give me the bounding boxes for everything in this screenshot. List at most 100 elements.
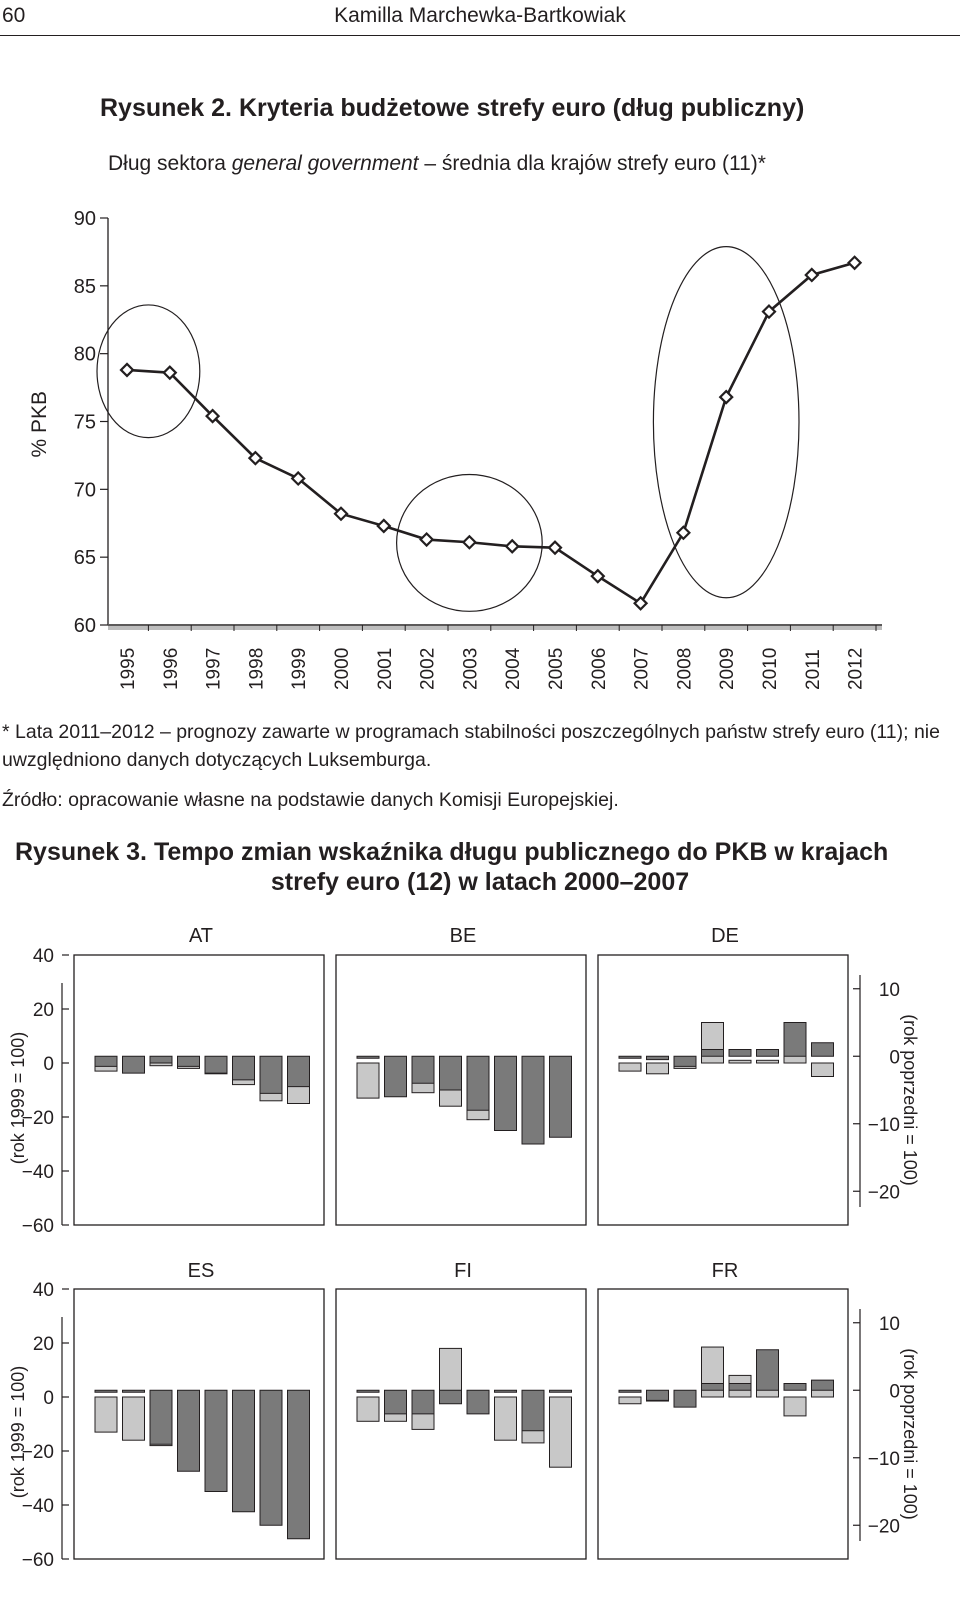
x-tick-label: 1996	[161, 648, 182, 690]
bar-annual	[287, 1389, 310, 1540]
panel-title: BE	[450, 925, 477, 947]
data-point	[590, 568, 606, 584]
x-tick-label: 2006	[589, 648, 610, 690]
bar-annual	[439, 1055, 462, 1091]
bar-cumulative	[618, 1396, 642, 1405]
bar-cumulative	[549, 1396, 572, 1468]
data-point	[205, 408, 221, 424]
figure2-subtitle-em: general government	[231, 152, 419, 175]
bar-annual	[646, 1389, 669, 1401]
bar-annual	[384, 1055, 407, 1098]
right-axis-label: (rok poprzedni = 100)	[900, 1014, 920, 1186]
bar-annual	[232, 1055, 255, 1081]
bar-cumulative	[811, 1062, 834, 1077]
bar-annual	[756, 1349, 779, 1391]
bar-cumulative	[356, 1062, 380, 1099]
y-tick-label: 85	[74, 276, 96, 298]
figure2-subtitle: Dług sektora general government – średni…	[108, 152, 766, 176]
right-axis-tick-label: 0	[889, 1047, 900, 1068]
figure2-source: Źródło: opracowanie własne na podstawie …	[2, 789, 619, 811]
left-axis-label: (rok 1999 = 100)	[8, 1032, 28, 1165]
panel-title: FR	[712, 1260, 739, 1282]
left-axis-tick-label: 40	[33, 946, 54, 967]
bar-annual	[673, 1055, 697, 1067]
data-point	[847, 255, 863, 271]
left-axis-tick-label: −20	[22, 1442, 54, 1463]
bar-annual	[384, 1389, 407, 1415]
data-point	[119, 362, 135, 378]
bar-annual	[494, 1389, 517, 1393]
panel-frame	[73, 1288, 325, 1560]
left-axis-tick-label: 20	[33, 1000, 54, 1021]
bar-annual	[756, 1049, 779, 1057]
right-axis-tick-label: 10	[879, 1314, 900, 1335]
highlight-ellipse	[652, 246, 800, 599]
figure2-subtitle-pre: Dług sektora	[108, 152, 232, 175]
data-point	[718, 389, 734, 405]
bar-annual	[646, 1055, 669, 1061]
x-tick-label: 2003	[460, 648, 481, 690]
highlight-ellipse	[395, 473, 543, 612]
bar-annual	[356, 1055, 380, 1059]
bar-annual	[287, 1055, 310, 1088]
data-point	[247, 450, 263, 466]
series-line	[126, 261, 855, 606]
data-point	[419, 531, 435, 548]
x-tick-label: 2005	[546, 648, 567, 690]
bar-annual	[549, 1389, 572, 1393]
right-axis-tick-label: 10	[879, 980, 900, 1001]
bar-annual	[618, 1389, 642, 1393]
bar-annual	[204, 1389, 228, 1492]
panel-title: DE	[711, 925, 739, 947]
bar-annual	[549, 1055, 572, 1138]
bar-cumulative	[94, 1396, 118, 1433]
bar-annual	[783, 1022, 807, 1057]
data-point	[547, 540, 563, 556]
bar-annual	[204, 1055, 228, 1074]
x-tick-label: 1995	[118, 648, 139, 690]
right-axis-tick-label: −20	[868, 1182, 900, 1203]
header-rule	[0, 35, 960, 36]
bar-annual	[521, 1389, 545, 1432]
panel-frame	[73, 954, 325, 1226]
bar-annual	[356, 1389, 380, 1393]
bar-annual	[701, 1049, 724, 1057]
bar-annual	[122, 1055, 145, 1074]
right-axis-tick-label: 0	[889, 1381, 900, 1402]
y-tick-label: 80	[74, 344, 96, 366]
x-tick-label: 2008	[674, 648, 695, 690]
bar-cumulative	[439, 1347, 462, 1398]
bar-annual	[466, 1055, 490, 1111]
x-tick-label: 2002	[418, 648, 439, 690]
panel-frame	[597, 954, 849, 1226]
bar-cumulative	[122, 1396, 145, 1441]
figure2-title: Rysunek 2. Kryteria budżetowe strefy eur…	[100, 94, 805, 122]
figure2-subtitle-post: – średnia dla krajów strefy euro (11)*	[418, 152, 766, 175]
left-axis-tick-label: 0	[43, 1388, 54, 1409]
data-point	[376, 518, 392, 534]
y-tick-label: 60	[74, 615, 96, 637]
bar-annual	[439, 1389, 462, 1405]
figure3-title-line2: strefy euro (12) w latach 2000–2007	[270, 868, 690, 896]
bar-cumulative	[356, 1396, 380, 1422]
x-tick-label: 1999	[289, 648, 310, 690]
bar-cumulative	[618, 1062, 642, 1072]
left-axis-tick-label: 20	[33, 1334, 54, 1355]
x-tick-label: 2009	[717, 648, 738, 690]
right-axis-tick-label: −20	[868, 1516, 900, 1537]
x-axis-band	[108, 624, 882, 630]
panel-title: ES	[188, 1260, 215, 1282]
right-axis-label: (rok poprzedni = 100)	[900, 1348, 920, 1520]
bar-annual	[728, 1049, 752, 1057]
right-axis-tick-label: −10	[868, 1449, 900, 1470]
bar-annual	[232, 1389, 255, 1513]
x-tick-label: 2004	[503, 647, 524, 690]
panel-title: FI	[454, 1260, 472, 1282]
left-axis-label: (rok 1999 = 100)	[8, 1366, 28, 1499]
data-point	[761, 304, 777, 320]
x-tick-label: 2007	[632, 648, 653, 690]
y-tick-label: 70	[74, 479, 96, 501]
bar-cumulative	[494, 1396, 517, 1441]
data-point	[333, 506, 349, 522]
left-axis-tick-label: −40	[22, 1496, 54, 1517]
